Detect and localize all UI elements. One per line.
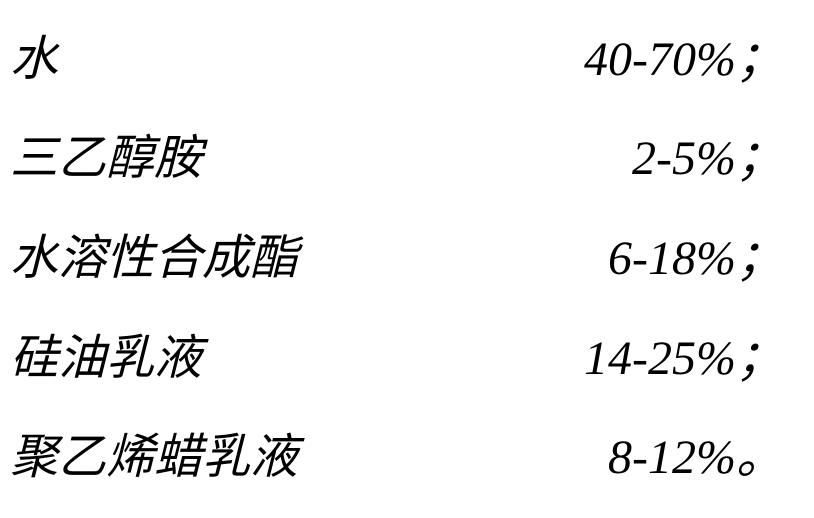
ingredient-label: 水 <box>10 36 58 84</box>
ingredient-label: 硅油乳液 <box>10 335 202 383</box>
table-row: 三乙醇胺 2-5%； <box>10 135 784 183</box>
table-row: 硅油乳液 14-25%； <box>10 335 784 383</box>
ingredient-value: 40-70%； <box>584 36 784 84</box>
composition-table: 水 40-70%； 三乙醇胺 2-5%； 水溶性合成酯 6-18%； 硅油乳液 … <box>0 0 814 518</box>
ingredient-label: 三乙醇胺 <box>10 135 202 183</box>
table-row: 水溶性合成酯 6-18%； <box>10 235 784 283</box>
table-row: 聚乙烯蜡乳液 8-12%。 <box>10 434 784 482</box>
ingredient-value: 6-18%； <box>608 235 784 283</box>
ingredient-value: 2-5%； <box>632 135 784 183</box>
ingredient-label: 聚乙烯蜡乳液 <box>10 434 298 482</box>
ingredient-value: 8-12%。 <box>608 434 784 482</box>
ingredient-label: 水溶性合成酯 <box>10 235 298 283</box>
table-row: 水 40-70%； <box>10 36 784 84</box>
ingredient-value: 14-25%； <box>584 335 784 383</box>
